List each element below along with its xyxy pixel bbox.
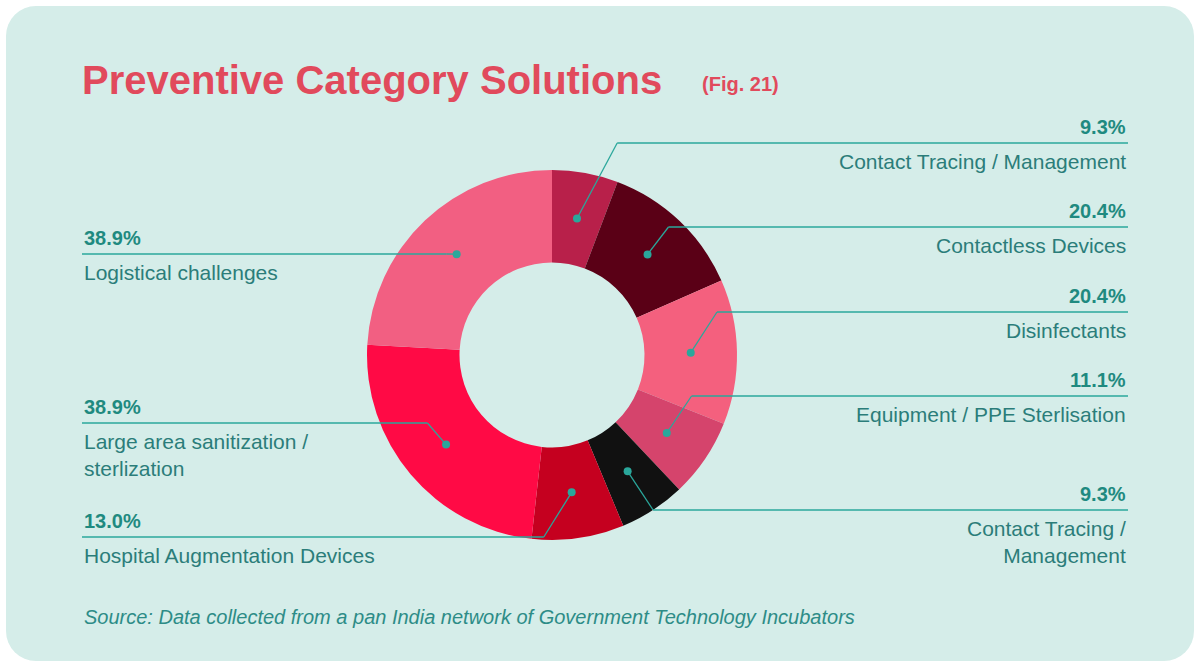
svg-text:Contactless Devices: Contactless Devices <box>936 234 1126 257</box>
svg-text:Equipment / PPE Sterlisation: Equipment / PPE Sterlisation <box>856 403 1126 426</box>
svg-text:Hospital Augmentation Devices: Hospital Augmentation Devices <box>84 544 375 567</box>
svg-text:38.9%: 38.9% <box>84 227 141 249</box>
svg-text:13.0%: 13.0% <box>84 510 141 532</box>
svg-text:11.1%: 11.1% <box>1070 369 1126 391</box>
svg-text:Logistical challenges: Logistical challenges <box>84 261 278 284</box>
svg-text:(Fig. 21): (Fig. 21) <box>702 73 779 95</box>
svg-text:20.4%: 20.4% <box>1069 200 1126 222</box>
svg-text:Preventive Category Solutions: Preventive Category Solutions <box>82 58 662 102</box>
svg-text:20.4%: 20.4% <box>1069 285 1126 307</box>
svg-text:38.9%: 38.9% <box>84 396 141 418</box>
svg-text:9.3%: 9.3% <box>1080 116 1126 138</box>
svg-text:Source: Data collected from a: Source: Data collected from a pan India … <box>84 606 855 628</box>
svg-text:Large area sanitization /sterl: Large area sanitization /sterlization <box>84 430 308 480</box>
svg-text:Contact Tracing /Management: Contact Tracing /Management <box>967 517 1126 567</box>
svg-text:Contact Tracing / Management: Contact Tracing / Management <box>839 150 1126 173</box>
svg-text:9.3%: 9.3% <box>1080 483 1126 505</box>
svg-text:Disinfectants: Disinfectants <box>1006 319 1126 342</box>
